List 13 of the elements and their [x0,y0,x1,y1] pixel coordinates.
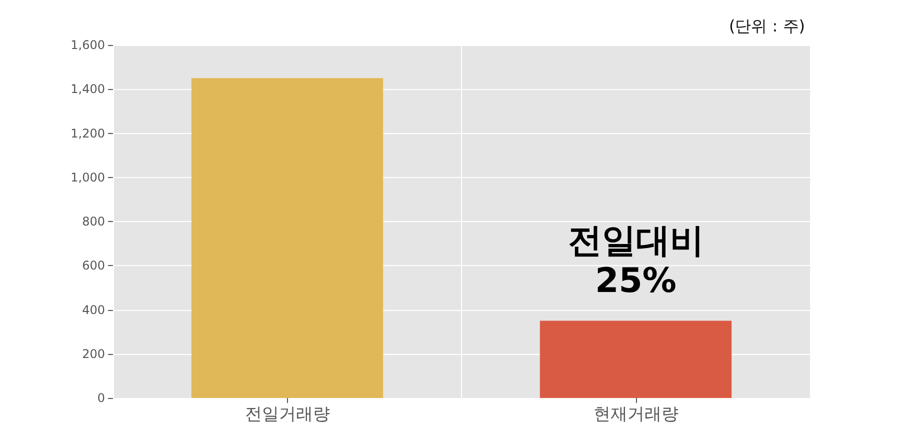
y-tick-label: 1,600 [70,38,105,52]
x-tick-label: 현재거래량 [593,404,678,424]
y-tick-label: 1,000 [70,170,105,184]
y-tick-label: 800 [82,214,105,228]
y-tick-label: 200 [82,346,105,361]
y-tick-label: 1,400 [70,82,105,96]
text: (단위 : 주) [728,16,805,36]
x-tick-label: 전일거래량 [244,404,330,424]
y-tick-label: 600 [82,258,105,273]
y-tick-label: 1,200 [70,126,105,140]
annotation: 전일대비 25% [568,220,704,301]
y-tick-label: 400 [82,302,105,317]
y-tick-label: 0 [97,391,105,405]
